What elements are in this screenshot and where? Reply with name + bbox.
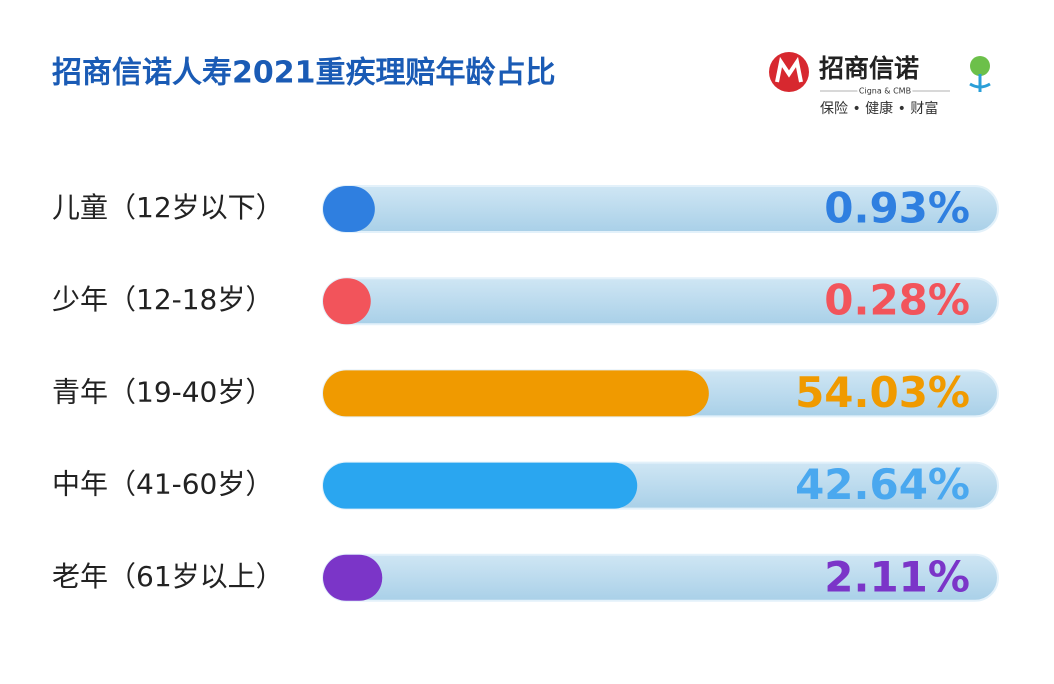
- bar: [323, 370, 709, 417]
- category-label: 中年（41-60岁）: [52, 468, 273, 501]
- bar: [323, 462, 638, 509]
- category-label: 青年（19-40岁）: [52, 375, 273, 408]
- logo-slogan: 保险 • 健康 • 财富: [820, 100, 938, 117]
- logo-tree: [970, 56, 990, 76]
- value-label: 0.28%: [824, 276, 970, 325]
- logo-english: Cigna & CMB: [859, 87, 911, 96]
- category-label: 儿童（12岁以下）: [52, 191, 284, 224]
- logo: 招商信诺 Cigna & CMB 保险 • 健康 • 财富: [769, 52, 991, 117]
- category-label: 老年（61岁以上）: [52, 560, 284, 593]
- bar: [323, 278, 371, 325]
- value-label: 2.11%: [824, 552, 970, 601]
- value-label: 42.64%: [795, 460, 970, 509]
- logo-m: [775, 56, 803, 83]
- category-label: 少年（12-18岁）: [52, 283, 273, 316]
- bar: [323, 554, 383, 601]
- value-label: 0.93%: [824, 184, 970, 233]
- logo-trunk: [969, 74, 991, 92]
- chart-title: 招商信诺人寿2021重疾理赔年龄占比: [52, 56, 556, 91]
- bar: [323, 186, 375, 232]
- value-label: 54.03%: [795, 368, 970, 417]
- logo-name: 招商信诺: [819, 54, 919, 83]
